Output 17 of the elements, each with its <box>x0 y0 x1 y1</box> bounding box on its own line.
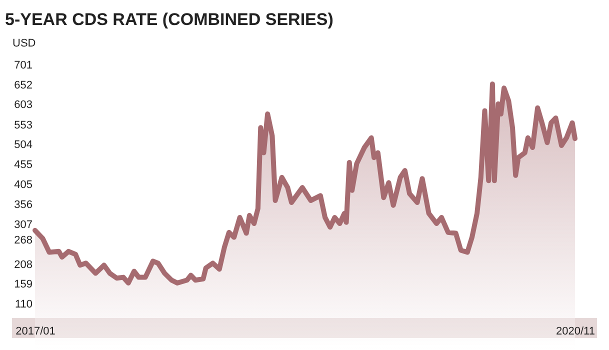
y-tick-label: 652 <box>14 79 32 92</box>
y-tick-label: 405 <box>14 179 32 192</box>
y-tick-label: 208 <box>14 258 32 271</box>
chart-title: 5-YEAR CDS RATE (COMBINED SERIES) <box>5 10 334 29</box>
y-tick-label: 356 <box>14 199 32 212</box>
y-tick-label: 701 <box>14 60 32 72</box>
y-tick-label: 307 <box>14 218 32 231</box>
y-tick-label: 504 <box>14 139 32 152</box>
y-tick-label: 603 <box>14 99 32 112</box>
x-tick-label: 2020/11 <box>556 326 595 338</box>
y-tick-label: 159 <box>14 278 32 291</box>
y-tick-label: 455 <box>14 158 32 171</box>
y-tick-label: 110 <box>14 298 32 310</box>
y-tick-label: 268 <box>14 234 32 247</box>
y-tick-label: 553 <box>14 119 32 132</box>
x-tick-label: 2017/01 <box>16 326 56 338</box>
y-axis-title: USD <box>12 38 36 50</box>
